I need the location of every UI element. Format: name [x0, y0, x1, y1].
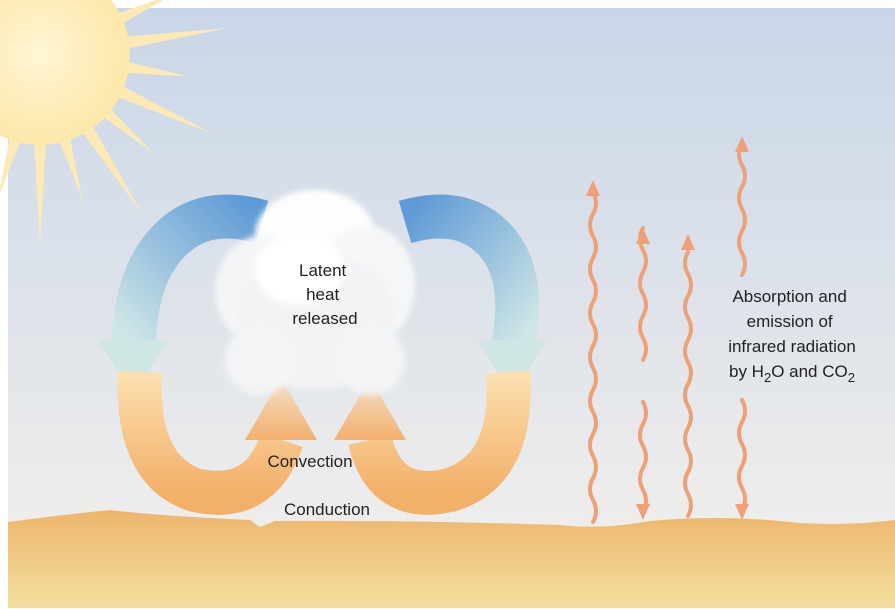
- convection-arrow-up: [117, 370, 303, 515]
- arrow-head: [477, 340, 547, 396]
- sun-ray: [112, 58, 189, 77]
- sun-ray: [105, 79, 213, 134]
- sun-ray: [54, 124, 83, 199]
- arrow-head: [735, 136, 749, 152]
- convection-label: Convection: [267, 452, 352, 471]
- sun-ray: [112, 27, 229, 52]
- sun: [0, 0, 229, 245]
- label-line: emission of: [747, 312, 833, 331]
- sun-disk: [0, 0, 130, 145]
- label-line: infrared radiation: [728, 337, 856, 356]
- arrow-head: [98, 340, 168, 396]
- conduction-label: Conduction: [284, 500, 370, 519]
- label-line: released: [292, 309, 357, 328]
- arrow-head: [735, 504, 749, 520]
- sun-ray: [33, 129, 47, 245]
- cloud: [215, 190, 415, 395]
- label-line: heat: [306, 285, 339, 304]
- wavy-arrow: [588, 190, 598, 524]
- subscript: 2: [764, 370, 771, 385]
- wavy-arrow: [683, 250, 693, 518]
- text-part: O and CO: [771, 362, 848, 381]
- wavy-arrow: [737, 398, 747, 512]
- arrow-head: [636, 228, 650, 244]
- arrow-head: [681, 234, 695, 250]
- wavy-arrow: [737, 141, 747, 277]
- wavy-arrow: [638, 226, 648, 362]
- convection-arrow-up: [348, 370, 531, 515]
- text-part: by H: [729, 362, 764, 381]
- label-line: Absorption and: [732, 287, 846, 306]
- radiation-label: Absorption and emission of infrared radi…: [728, 287, 856, 356]
- arrow-head: [334, 378, 406, 440]
- arrow-head: [636, 504, 650, 520]
- radiation-label-last: by H2O and CO2: [729, 362, 855, 385]
- convection-arrow-down: [398, 194, 540, 350]
- arrow-head: [245, 378, 317, 440]
- label-line: Latent: [299, 261, 347, 280]
- ground: [8, 510, 895, 608]
- convection-arrow-down: [112, 194, 269, 346]
- subscript: 2: [848, 370, 855, 385]
- sun-ray: [74, 114, 143, 215]
- arrow-head: [586, 180, 600, 196]
- infrared-arrows: [586, 136, 749, 524]
- wavy-arrow: [638, 400, 648, 514]
- latent-heat-label: Latent heat released: [292, 261, 357, 328]
